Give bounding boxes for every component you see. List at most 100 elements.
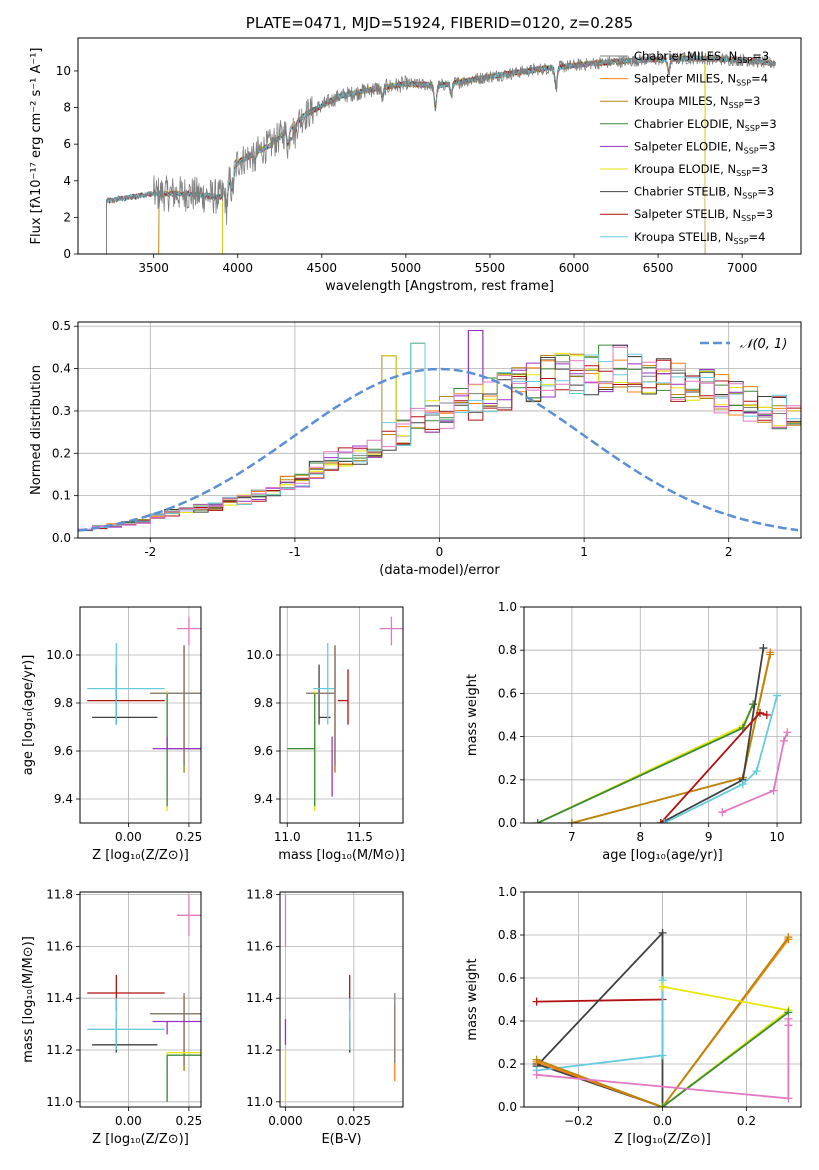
age_vs_Z-xlabel: Z [log₁₀(Z/Z⊙)] bbox=[92, 848, 189, 863]
histogram-salpeter-stelib bbox=[78, 359, 801, 538]
age_vs_mass-xtick-label: 11.5 bbox=[346, 830, 373, 844]
age_vs_mass-ytick-label: 10.0 bbox=[246, 648, 273, 662]
age_vs_Z-ytick-label: 10.0 bbox=[46, 648, 73, 662]
histogram-salpeter-miles bbox=[78, 354, 801, 538]
legend-text: Salpeter STELIB, N bbox=[634, 207, 741, 221]
legend-post: =3 bbox=[752, 49, 769, 63]
residuals-ytick-label: 0.0 bbox=[52, 531, 71, 545]
weight_vs_age-series bbox=[533, 644, 792, 823]
point-marker bbox=[718, 808, 727, 817]
point-marker bbox=[658, 1051, 667, 1060]
spectrum-xtick-label: 5000 bbox=[391, 261, 422, 275]
legend-entry: 𝒩(0, 1) bbox=[740, 337, 787, 352]
spectrum-ytick-label: 10 bbox=[56, 64, 71, 78]
spectrum-xtick-label: 7000 bbox=[727, 261, 758, 275]
legend-post: =3 bbox=[744, 94, 761, 108]
spectrum-frame bbox=[77, 37, 802, 255]
series-line-kroupa-miles bbox=[536, 936, 790, 1107]
weight_vs_Z-ytick-label: 0.0 bbox=[498, 1100, 517, 1114]
legend-sub: SSP bbox=[742, 192, 757, 201]
point-marker bbox=[762, 711, 771, 719]
mass_vs_Z-ytick-label: 11.8 bbox=[46, 888, 73, 902]
histogram-extra_pink bbox=[78, 346, 801, 538]
point-marker bbox=[658, 928, 667, 937]
mass_vs_Z-ytick-label: 11.4 bbox=[46, 991, 73, 1005]
age_vs_mass-points bbox=[287, 616, 403, 811]
spectrum-xtick-label: 3500 bbox=[138, 261, 169, 275]
age_vs_mass-xlabel: mass [log₁₀(M/M⊙)] bbox=[278, 848, 405, 863]
legend-sub: SSP bbox=[736, 79, 751, 88]
residual-histograms bbox=[78, 330, 801, 538]
point-marker bbox=[532, 1055, 541, 1064]
age_vs_Z-xtick-label: 0.00 bbox=[115, 830, 142, 844]
point-marker bbox=[656, 819, 665, 823]
point-marker bbox=[660, 819, 669, 823]
weight_vs_Z-xtick-label: −0.2 bbox=[564, 1114, 593, 1128]
observed-spectrum bbox=[106, 52, 776, 254]
legend-text: Salpeter ELODIE, N bbox=[634, 139, 744, 153]
point-marker bbox=[773, 691, 782, 700]
age_vs_mass-ytick-label: 9.4 bbox=[254, 792, 273, 806]
point-marker bbox=[784, 1014, 793, 1023]
point-marker bbox=[738, 780, 747, 789]
legend-text: Chabrier ELODIE, N bbox=[634, 117, 745, 131]
point-marker bbox=[533, 819, 542, 823]
residuals-xlabel: (data-model)/error bbox=[379, 563, 500, 578]
legend-text: Kroupa MILES, N bbox=[634, 94, 729, 108]
legend-post: =4 bbox=[749, 230, 766, 244]
legend-entry: Kroupa MILES, NSSP=3 bbox=[634, 94, 760, 110]
age_vs_Z-ytick-label: 9.8 bbox=[54, 696, 73, 710]
legend-sub: SSP bbox=[729, 101, 744, 110]
legend-sub: SSP bbox=[734, 237, 749, 246]
point-marker bbox=[532, 997, 541, 1006]
mass_vs_Z-ylabel: mass [log₁₀(M/M⊙)] bbox=[21, 936, 36, 1063]
mass_vs_Z-xtick-label: 0.00 bbox=[115, 1114, 142, 1128]
legend-sub: SSP bbox=[737, 56, 752, 65]
spectrum-xtick-label: 4000 bbox=[222, 261, 253, 275]
point-marker bbox=[749, 700, 758, 709]
spectrum-title: PLATE=0471, MJD=51924, FIBERID=0120, z=0… bbox=[246, 14, 633, 32]
weight_vs_age-ytick-label: 1.0 bbox=[498, 600, 517, 614]
legend-text: Chabrier STELIB, N bbox=[634, 185, 742, 199]
series-line-kroupa-stelib bbox=[536, 980, 664, 1072]
legend-post: =3 bbox=[756, 207, 773, 221]
spectrum-lines bbox=[106, 52, 776, 254]
spectrum-ytick-label: 2 bbox=[63, 210, 71, 224]
weight_vs_age-xtick-label: 10 bbox=[769, 830, 784, 844]
legend-sub: SSP bbox=[744, 146, 759, 155]
weight_vs_age-xtick-label: 9 bbox=[705, 830, 713, 844]
mass_vs_ebv-xtick-label: 0.025 bbox=[337, 1114, 371, 1128]
mass_vs_ebv-ytick-label: 11.0 bbox=[246, 1095, 273, 1109]
legend-entry: Chabrier ELODIE, NSSP=3 bbox=[634, 117, 777, 133]
mass_vs_Z-xtick-label: 0.25 bbox=[176, 1114, 203, 1128]
legend-post: =3 bbox=[760, 117, 777, 131]
legend-text: Kroupa ELODIE, N bbox=[634, 162, 736, 176]
point-marker bbox=[769, 786, 778, 795]
weight_vs_age-xtick-label: 8 bbox=[636, 830, 644, 844]
residuals-xtick-label: 1 bbox=[580, 545, 588, 559]
age_vs_Z-points bbox=[87, 616, 201, 811]
weight_vs_age-ytick-label: 0.0 bbox=[498, 816, 517, 830]
legend-text: Chabrier MILES, N bbox=[634, 49, 737, 63]
point-marker bbox=[532, 1070, 541, 1079]
mass_vs_Z-ytick-label: 11.2 bbox=[46, 1043, 73, 1057]
spectrum-ytick-label: 4 bbox=[63, 174, 71, 188]
point-marker bbox=[784, 933, 793, 942]
legend-entry: Kroupa ELODIE, NSSP=3 bbox=[634, 162, 768, 178]
legend-sub: SSP bbox=[741, 214, 756, 223]
point-marker bbox=[755, 708, 764, 717]
weight_vs_Z-frame bbox=[523, 891, 802, 1108]
series-line-chabrier-elodie bbox=[661, 1011, 789, 1107]
age_vs_Z-frame bbox=[79, 606, 202, 824]
residuals-xtick-label: 2 bbox=[725, 545, 733, 559]
weight_vs_age-ytick-label: 0.4 bbox=[498, 730, 517, 744]
weight_vs_age-xtick-label: 7 bbox=[568, 830, 576, 844]
weight_vs_age-ytick-label: 0.8 bbox=[498, 643, 517, 657]
legend-post: =3 bbox=[757, 185, 774, 199]
model-spectrum-salpeter-elodie bbox=[222, 54, 706, 254]
spectrum-xtick-label: 5500 bbox=[475, 261, 506, 275]
model-spectrum-chabrier-elodie bbox=[222, 55, 706, 254]
age_vs_mass-ytick-label: 9.6 bbox=[254, 744, 273, 758]
legend-sub: SSP bbox=[745, 124, 760, 133]
